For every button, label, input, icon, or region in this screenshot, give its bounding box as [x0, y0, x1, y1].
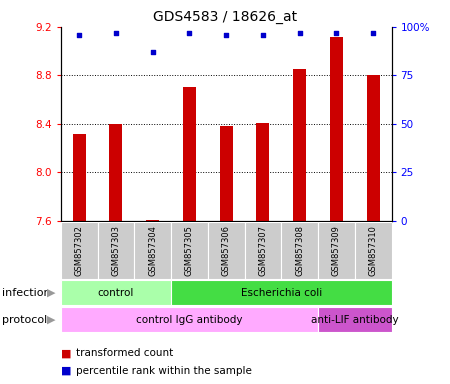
Bar — [171, 280, 392, 305]
Text: GSM857305: GSM857305 — [185, 225, 194, 276]
Bar — [318, 307, 392, 332]
Bar — [61, 280, 171, 305]
Bar — [61, 222, 98, 279]
Point — [259, 31, 266, 38]
Text: GSM857309: GSM857309 — [332, 225, 341, 276]
Bar — [330, 36, 343, 221]
Bar — [171, 222, 208, 279]
Point — [76, 31, 83, 38]
Point — [296, 30, 303, 36]
Bar — [134, 222, 171, 279]
Text: GSM857306: GSM857306 — [221, 225, 230, 276]
Text: GSM857307: GSM857307 — [258, 225, 267, 276]
Point — [222, 31, 230, 38]
Text: GSM857304: GSM857304 — [148, 225, 157, 276]
Text: ■: ■ — [61, 366, 71, 376]
Bar — [367, 75, 379, 221]
Bar — [73, 134, 86, 221]
Point — [149, 49, 156, 55]
Bar — [318, 222, 355, 279]
Bar — [183, 88, 196, 221]
Bar — [281, 222, 318, 279]
Point — [186, 30, 193, 36]
Bar — [355, 222, 392, 279]
Bar — [244, 222, 281, 279]
Text: anti-LIF antibody: anti-LIF antibody — [311, 314, 399, 325]
Text: control IgG antibody: control IgG antibody — [136, 314, 243, 325]
Bar — [109, 124, 122, 221]
Point — [369, 30, 377, 36]
Bar — [293, 69, 306, 221]
Text: protocol: protocol — [2, 314, 48, 325]
Bar — [61, 307, 318, 332]
Text: ▶: ▶ — [47, 288, 55, 298]
Text: GSM857303: GSM857303 — [112, 225, 121, 276]
Text: GSM857310: GSM857310 — [369, 225, 378, 276]
Point — [112, 30, 120, 36]
Text: transformed count: transformed count — [76, 348, 174, 358]
Bar — [208, 222, 244, 279]
Text: ▶: ▶ — [47, 314, 55, 325]
Text: Escherichia coli: Escherichia coli — [241, 288, 322, 298]
Text: control: control — [98, 288, 134, 298]
Text: GSM857302: GSM857302 — [75, 225, 84, 276]
Point — [333, 30, 340, 36]
Text: ■: ■ — [61, 348, 71, 358]
Bar — [98, 222, 134, 279]
Text: GSM857308: GSM857308 — [295, 225, 304, 276]
Text: GDS4583 / 18626_at: GDS4583 / 18626_at — [153, 10, 297, 23]
Text: percentile rank within the sample: percentile rank within the sample — [76, 366, 252, 376]
Bar — [220, 126, 233, 221]
Bar — [256, 122, 269, 221]
Text: infection: infection — [2, 288, 51, 298]
Bar — [146, 220, 159, 221]
